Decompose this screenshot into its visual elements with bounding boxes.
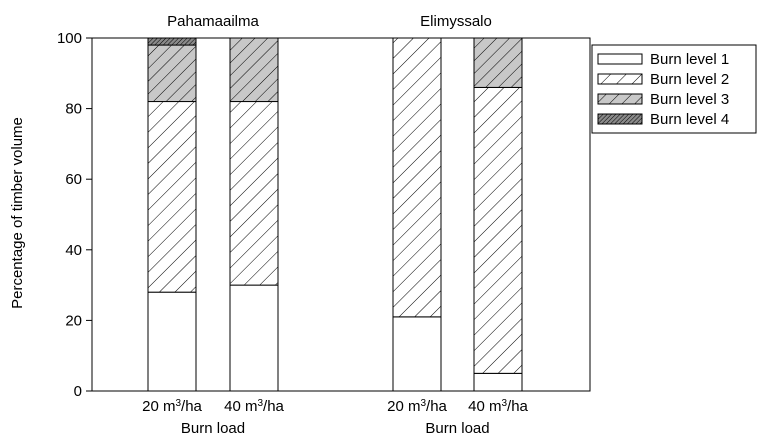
panel-title: Elimyssalo (420, 13, 492, 30)
bar-segment-burn-level-1 (147, 291, 197, 392)
bar-segment-burn-level-3 (147, 44, 197, 103)
bar-segment-burn-level-1 (473, 372, 523, 392)
legend-label: Burn level 4 (650, 111, 729, 128)
y-tick-label: 60 (65, 171, 82, 188)
x-tick-label: 40 m3/ha (224, 398, 284, 416)
y-tick-label: 100 (57, 30, 82, 47)
legend-label: Burn level 3 (650, 91, 729, 108)
bar-segment-burn-level-3 (473, 37, 523, 88)
legend-swatch (597, 93, 643, 105)
x-tick-label: 20 m3/ha (387, 398, 447, 416)
legend-swatch (597, 73, 643, 85)
y-tick-label: 40 (65, 242, 82, 259)
bar-segment-burn-level-1 (392, 316, 442, 392)
x-axis-label: Burn load (425, 420, 489, 437)
bar-segment-burn-level-2 (392, 37, 442, 318)
y-axis-label: Percentage of timber volume (9, 117, 26, 309)
y-tick-label: 80 (65, 101, 82, 118)
bar-segment-burn-level-1 (229, 284, 279, 392)
x-axis-label: Burn load (181, 420, 245, 437)
x-tick-label: 20 m3/ha (142, 398, 202, 416)
bar-segment-burn-level-3 (229, 37, 279, 103)
y-tick-label: 20 (65, 312, 82, 329)
legend-swatch (597, 113, 643, 125)
legend-swatch (597, 53, 643, 65)
plot-frame (91, 37, 591, 392)
bar-segment-burn-level-4 (147, 37, 197, 46)
panel-title: Pahamaailma (167, 13, 259, 30)
legend-label: Burn level 1 (650, 51, 729, 68)
legend-label: Burn level 2 (650, 71, 729, 88)
bar-segment-burn-level-2 (473, 86, 523, 374)
bar-segment-burn-level-2 (229, 101, 279, 286)
bar-segment-burn-level-2 (147, 101, 197, 293)
y-tick-label: 0 (74, 383, 82, 400)
x-tick-label: 40 m3/ha (468, 398, 528, 416)
